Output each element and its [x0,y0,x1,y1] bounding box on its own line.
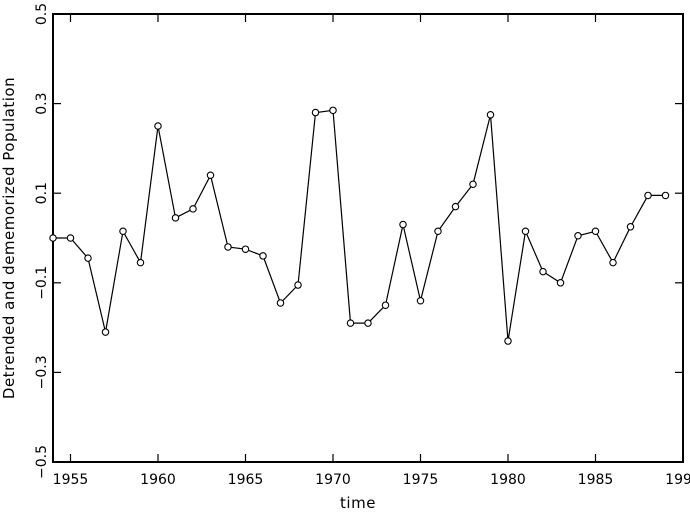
y-axis: −0.5 −0.3 −0.1 0.1 0.3 0.5 [34,3,683,479]
data-point [364,319,372,327]
x-axis-label: time [340,494,376,512]
data-point [329,106,337,115]
data-point [311,108,320,117]
data-point [469,180,477,188]
y-tick-label: −0.5 [34,445,50,479]
data-point [154,122,162,130]
data-point [504,337,512,345]
y-tick-label: 0.3 [34,92,50,114]
x-tick-label: 1980 [490,472,526,488]
data-point [399,220,407,229]
data-point [644,191,652,200]
series-line [53,109,666,342]
x-tick-label: 1965 [228,472,264,488]
y-axis-label: Detrended and dememorized Population [0,77,18,399]
data-point [119,227,127,236]
data-point [66,234,75,242]
data-point [539,267,547,276]
data-point [49,234,57,242]
data-point [556,279,565,287]
x-tick-label: 1970 [315,472,351,488]
data-point [259,252,267,260]
data-point [661,191,670,200]
data-point [591,227,600,236]
plot-frame [52,13,684,463]
x-tick-label: 1985 [578,472,614,488]
data-point [574,232,582,240]
data-point [609,258,617,267]
y-tick-label: −0.1 [34,266,50,300]
data-point [224,243,232,251]
x-tick-label: 1960 [140,472,176,488]
data-point [171,214,180,222]
data-point [486,111,495,119]
data-point [626,223,635,231]
data-point [521,227,530,236]
y-tick-label: 0.5 [34,3,50,25]
data-point [451,202,460,211]
data-point [101,328,110,336]
data-point [189,205,197,213]
data-point [206,171,215,180]
x-tick-label: 1955 [53,472,89,488]
data-point [84,254,92,262]
data-point [346,319,355,327]
data-point [241,245,250,253]
data-point [416,296,425,305]
data-point [136,258,145,267]
x-tick-label: 1990 [665,472,690,488]
x-axis: 1955 1960 1965 1970 1975 1980 1985 1990 [53,14,690,488]
data-points [49,106,670,345]
data-point [276,299,285,307]
x-tick-label: 1975 [403,472,439,488]
data-point [294,281,302,289]
y-tick-label: 0.1 [34,182,50,204]
y-tick-label: −0.3 [34,355,50,389]
data-point [381,301,390,309]
data-point [434,227,442,236]
